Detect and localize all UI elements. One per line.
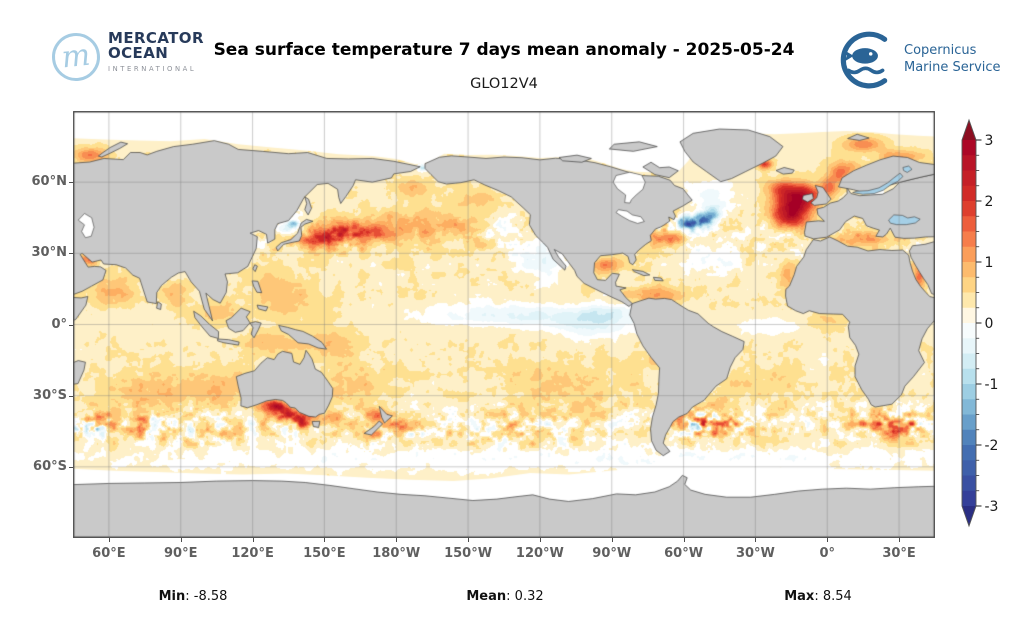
x-tick-label: 30°E bbox=[882, 546, 916, 561]
y-tick-label: 30°S bbox=[33, 387, 67, 403]
x-tick-label: 30°W bbox=[735, 546, 775, 561]
x-tick-mark bbox=[539, 538, 541, 542]
y-tick-label: 0° bbox=[51, 316, 67, 332]
map-area bbox=[73, 111, 935, 538]
colorbar-segment bbox=[962, 323, 976, 339]
colorbar-tick-label: 3 bbox=[985, 133, 994, 149]
colorbar-segment bbox=[962, 368, 976, 385]
min-label: Min bbox=[158, 589, 186, 604]
colorbar-tick-label: -3 bbox=[985, 499, 999, 515]
colorbar-segment bbox=[962, 460, 976, 477]
colorbar-segment bbox=[962, 353, 976, 370]
mercator-ocean-logo: m MERCATOR OCEAN INTERNATIONAL bbox=[49, 29, 204, 84]
title-block: Sea surface temperature 7 days mean anom… bbox=[140, 40, 868, 92]
colorbar-segment bbox=[962, 185, 976, 202]
colorbar-segment bbox=[962, 262, 976, 278]
colorbar-segment bbox=[962, 414, 976, 431]
colorbar-segment bbox=[962, 475, 976, 492]
y-tick-mark bbox=[69, 395, 73, 397]
y-tick-mark bbox=[69, 253, 73, 255]
y-tick-label: 60°N bbox=[31, 174, 67, 190]
colorbar-under-arrow bbox=[962, 506, 976, 526]
x-tick-label: 90°W bbox=[592, 546, 632, 561]
colorbar-over-arrow bbox=[962, 120, 976, 140]
colorbar-segment bbox=[962, 140, 976, 156]
colorbar-segment bbox=[962, 445, 976, 461]
colorbar-segment bbox=[962, 307, 976, 324]
colorbar-segment bbox=[962, 277, 976, 294]
mean-value: 0.32 bbox=[514, 589, 544, 604]
stat-mean: Mean: 0.32 bbox=[466, 589, 544, 604]
x-tick-mark bbox=[108, 538, 110, 542]
mercator-logo-text: MERCATOR OCEAN INTERNATIONAL bbox=[108, 29, 204, 74]
world-map-canvas bbox=[73, 111, 935, 538]
x-tick-label: 150°W bbox=[444, 546, 493, 561]
colorbar-segment bbox=[962, 216, 976, 233]
x-tick-label: 60°W bbox=[664, 546, 704, 561]
x-tick-label: 120°W bbox=[515, 546, 564, 561]
x-tick-mark bbox=[180, 538, 182, 542]
colorbar-tick-label: 0 bbox=[985, 316, 994, 332]
mercator-monogram-letter: m bbox=[59, 37, 92, 76]
x-tick-mark bbox=[396, 538, 398, 542]
x-tick-label: 90°E bbox=[164, 546, 198, 561]
colorbar-segment bbox=[962, 490, 976, 507]
x-tick-mark bbox=[611, 538, 613, 542]
colorbar-segment bbox=[962, 338, 976, 355]
colorbar-tick-label: -1 bbox=[985, 377, 999, 393]
international-word: INTERNATIONAL bbox=[108, 65, 197, 73]
y-tick-mark bbox=[69, 182, 73, 184]
colorbar: 3 2 1 0 -1 -2 -3 bbox=[961, 118, 999, 528]
marine-service-words: Marine Service bbox=[904, 60, 1001, 75]
y-tick-mark bbox=[69, 466, 73, 468]
colorbar-segment bbox=[962, 155, 976, 172]
x-tick-label: 180°W bbox=[372, 546, 421, 561]
fish-icon bbox=[840, 31, 888, 89]
ocean-word: OCEAN bbox=[108, 44, 169, 62]
mercator-monogram-icon: m bbox=[49, 30, 103, 84]
x-tick-mark bbox=[324, 538, 326, 542]
y-tick-label: 60°S bbox=[33, 458, 67, 474]
x-tick-mark bbox=[683, 538, 685, 542]
colorbar-segment bbox=[962, 384, 976, 400]
x-tick-label: 60°E bbox=[92, 546, 126, 561]
page-title: Sea surface temperature 7 days mean anom… bbox=[213, 40, 795, 60]
x-tick-label: 150°E bbox=[303, 546, 346, 561]
stat-max: Max: 8.54 bbox=[784, 589, 852, 604]
x-tick-mark bbox=[252, 538, 254, 542]
colorbar-segment bbox=[962, 246, 976, 263]
colorbar-segment bbox=[962, 170, 976, 187]
min-value: -8.58 bbox=[193, 589, 228, 604]
colorbar-segment bbox=[962, 231, 976, 248]
mean-label: Mean bbox=[466, 589, 507, 604]
x-tick-mark bbox=[899, 538, 901, 542]
page-subtitle: GLO12V4 bbox=[470, 76, 538, 92]
copernicus-word: Copernicus bbox=[904, 43, 977, 58]
x-tick-mark bbox=[827, 538, 829, 542]
colorbar-segment bbox=[962, 292, 976, 309]
y-tick-mark bbox=[69, 324, 73, 326]
colorbar-tick-label: 2 bbox=[985, 194, 994, 210]
colorbar-tick-label: -2 bbox=[985, 438, 999, 454]
x-tick-label: 0° bbox=[819, 546, 836, 561]
mercator-word: MERCATOR bbox=[108, 29, 204, 47]
colorbar-segment bbox=[962, 429, 976, 446]
colorbar-segment bbox=[962, 399, 976, 416]
x-tick-mark bbox=[755, 538, 757, 542]
stat-min: Min: -8.58 bbox=[158, 589, 228, 604]
max-value: 8.54 bbox=[822, 589, 852, 604]
max-label: Max bbox=[784, 589, 815, 604]
colorbar-tick-label: 1 bbox=[985, 255, 994, 271]
x-tick-mark bbox=[468, 538, 470, 542]
y-tick-label: 30°N bbox=[31, 245, 67, 261]
x-tick-label: 120°E bbox=[231, 546, 274, 561]
colorbar-segment bbox=[962, 201, 976, 217]
copernicus-logo-text: Copernicus Marine Service bbox=[904, 42, 1001, 76]
copernicus-logo: Copernicus Marine Service bbox=[833, 28, 1001, 90]
